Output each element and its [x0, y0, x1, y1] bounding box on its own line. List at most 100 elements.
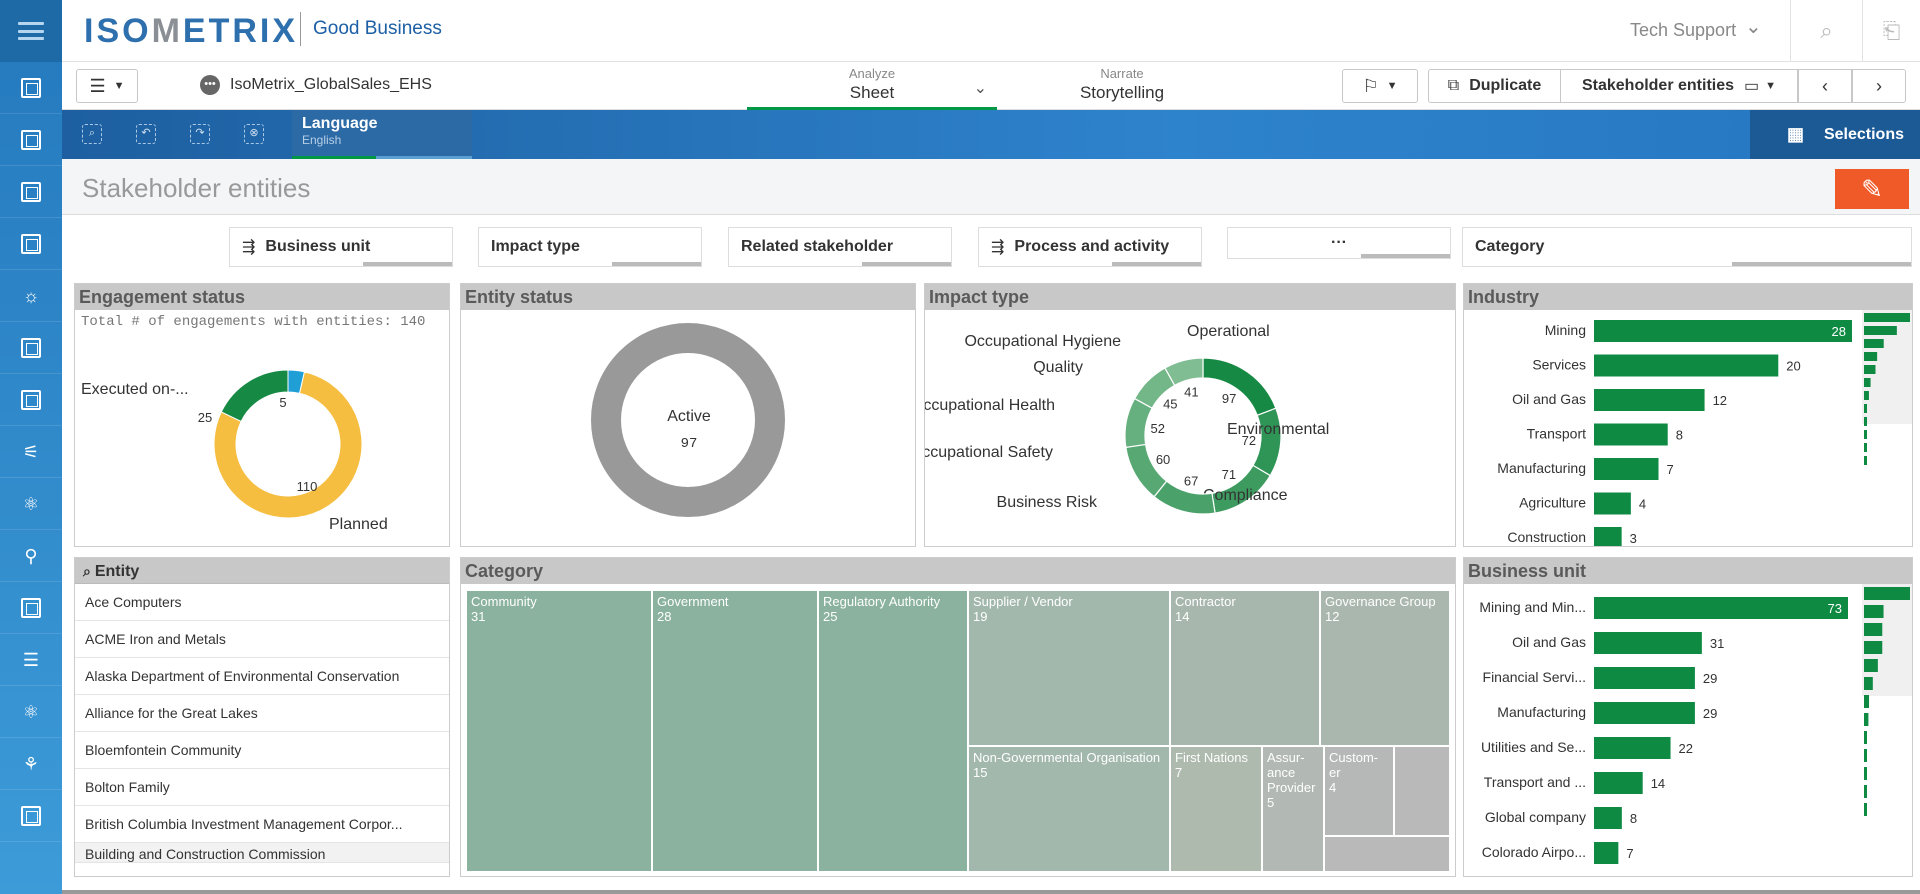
rail-item[interactable] — [0, 582, 62, 634]
bar[interactable] — [1594, 667, 1695, 689]
edit-sheet-button[interactable]: ✎ — [1835, 169, 1909, 209]
treemap-cell[interactable]: Contractor 14 — [1170, 590, 1320, 746]
donut-segment[interactable] — [220, 369, 289, 423]
tech-support-menu[interactable]: Tech Support — [1630, 20, 1737, 40]
next-sheet-button[interactable]: › — [1852, 69, 1906, 103]
list-item[interactable]: Building and Construction Commission — [75, 843, 449, 863]
bar[interactable] — [1594, 320, 1852, 342]
donut-segment[interactable] — [1252, 407, 1282, 477]
rail-item[interactable] — [0, 322, 62, 374]
engagement-status-panel[interactable]: Engagement status Total # of engagements… — [74, 283, 450, 547]
category-treemap[interactable]: Community 31 Government 28 Regulatory Author… — [466, 590, 1450, 872]
logout-button[interactable]: ⎗ — [1862, 0, 1920, 62]
rail-item[interactable] — [0, 790, 62, 842]
donut-segment[interactable] — [1202, 357, 1277, 417]
treemap-cell[interactable]: First Nations 7 — [1170, 746, 1262, 872]
treemap-cell[interactable]: Community 31 — [466, 590, 652, 872]
bar[interactable] — [1594, 354, 1779, 377]
treemap-cell[interactable]: Government 28 — [652, 590, 818, 872]
entity-status-donut-chart[interactable] — [461, 310, 916, 546]
bar[interactable] — [1594, 458, 1659, 480]
rail-item[interactable]: ⚲ — [0, 530, 62, 582]
smart-search-icon[interactable]: ⌕ — [82, 124, 102, 144]
selections-button[interactable]: ▦ Selections — [1750, 110, 1920, 159]
list-item[interactable]: British Columbia Investment Management C… — [75, 806, 449, 843]
treemap-cell[interactable]: Governance Group 12 — [1320, 590, 1450, 746]
category-panel[interactable]: Category Community 31 Government 28 Regulato… — [460, 557, 1456, 877]
bar[interactable] — [1594, 807, 1622, 829]
rail-item[interactable] — [0, 374, 62, 426]
list-item[interactable]: ACME Iron and Metals — [75, 621, 449, 658]
filter-category[interactable]: Category — [1462, 227, 1912, 267]
treemap-cell-other[interactable] — [1394, 746, 1450, 836]
bar[interactable] — [1594, 632, 1702, 654]
step-forward-icon[interactable]: ↷ — [190, 124, 210, 144]
impact-type-panel[interactable]: Impact type 97 Operational 72 Environmental… — [924, 283, 1456, 547]
list-item[interactable]: Alaska Department of Environmental Conse… — [75, 658, 449, 695]
bar[interactable] — [1594, 842, 1619, 864]
chevron-down-icon[interactable]: ⌄ — [973, 80, 987, 97]
treemap-cell[interactable]: Custom-er 4 — [1324, 746, 1394, 836]
bookmark-button[interactable]: ⚐ ▼ — [1342, 69, 1418, 103]
treemap-cell-other[interactable] — [1324, 836, 1450, 872]
bar[interactable] — [1594, 772, 1643, 794]
rail-item[interactable]: ⚟ — [0, 426, 62, 478]
industry-panel[interactable]: Industry Mining 28 Services 20 Oil and Gas 12… — [1463, 283, 1913, 547]
treemap-cell[interactable]: Assur-ance Provider 5 — [1262, 746, 1324, 872]
list-item[interactable]: Ace Computers — [75, 584, 449, 621]
list-item[interactable]: Alliance for the Great Lakes — [75, 695, 449, 732]
industry-bar-chart[interactable]: Mining 28 Services 20 Oil and Gas 12 Transport… — [1464, 310, 1913, 547]
previous-sheet-button[interactable]: ‹ — [1798, 69, 1852, 103]
bar[interactable] — [1594, 597, 1848, 619]
rail-menu-button[interactable] — [0, 0, 62, 62]
business-unit-panel[interactable]: Business unit Mining and Min... 73 Oil and… — [1463, 557, 1913, 877]
sheet-selector[interactable]: Stakeholder entities ▭ ▼ — [1560, 69, 1798, 103]
tab-analyze-sheet[interactable]: Analyze Sheet ⌄ — [747, 66, 997, 110]
entity-list-header[interactable]: ⌕ Entity — [75, 558, 449, 584]
step-back-icon[interactable]: ↶ — [136, 124, 156, 144]
rail-item[interactable] — [0, 62, 62, 114]
donut-segment-active[interactable] — [591, 323, 785, 517]
treemap-cell[interactable]: Supplier / Vendor 19 — [968, 590, 1170, 746]
treemap-cell[interactable]: Regulatory Authority 25 — [818, 590, 968, 872]
bar[interactable] — [1594, 423, 1668, 446]
filter-impact-type[interactable]: Impact type — [478, 227, 702, 267]
rail-item[interactable]: ⚛ — [0, 686, 62, 738]
bar[interactable] — [1594, 527, 1622, 547]
filter-more-button[interactable]: ··· — [1227, 227, 1451, 259]
rail-item[interactable]: ☰ — [0, 634, 62, 686]
entity-status-panel[interactable]: Entity status Active 97 — [460, 283, 916, 547]
chevron-down-icon[interactable]: ⌄ — [1745, 16, 1762, 38]
filter-business-unit[interactable]: ⇶ Business unit — [229, 227, 453, 267]
rail-item[interactable]: ☼ — [0, 270, 62, 322]
rail-item[interactable]: ⚛ — [0, 478, 62, 530]
rail-item[interactable] — [0, 166, 62, 218]
search-icon: ⌕ — [83, 563, 91, 579]
list-item[interactable]: Bolton Family — [75, 769, 449, 806]
rail-item[interactable] — [0, 218, 62, 270]
filter-process-activity[interactable]: ⇶ Process and activity — [978, 227, 1202, 267]
tab-narrate-storytelling[interactable]: Narrate Storytelling — [997, 66, 1247, 103]
bar[interactable] — [1594, 492, 1631, 515]
search-button[interactable]: ⌕ — [1790, 0, 1862, 62]
navigation-menu-button[interactable]: ☰ ▼ — [76, 69, 138, 103]
rail-item[interactable] — [0, 114, 62, 166]
bar[interactable] — [1594, 702, 1695, 724]
language-selection-pill[interactable]: Language English — [292, 110, 472, 159]
duplicate-button[interactable]: ⧉ Duplicate — [1428, 69, 1560, 103]
bar[interactable] — [1594, 389, 1705, 411]
app-name[interactable]: ••• IsoMetrix_GlobalSales_EHS — [200, 75, 432, 95]
engagement-donut-chart[interactable]: 5 110 25 — [75, 334, 450, 544]
donut-segment[interactable] — [1164, 357, 1204, 387]
rail-item[interactable]: ⚘ — [0, 738, 62, 790]
business-unit-bar-chart[interactable]: Mining and Min... 73 Oil and Gas 31 Financia… — [1464, 584, 1913, 876]
bar[interactable] — [1594, 737, 1671, 759]
list-item[interactable]: Bloemfontein Community — [75, 732, 449, 769]
donut-segment[interactable] — [213, 371, 363, 519]
segment-value: 52 — [1150, 421, 1164, 436]
treemap-cell[interactable]: Non-Governmental Organisation 15 — [968, 746, 1170, 872]
filter-related-stakeholder[interactable]: Related stakeholder — [728, 227, 952, 267]
clear-selections-icon[interactable]: ⊗ — [244, 124, 264, 144]
entity-list-panel[interactable]: ⌕ Entity Ace Computers ACME Iron and Metal… — [74, 557, 450, 877]
